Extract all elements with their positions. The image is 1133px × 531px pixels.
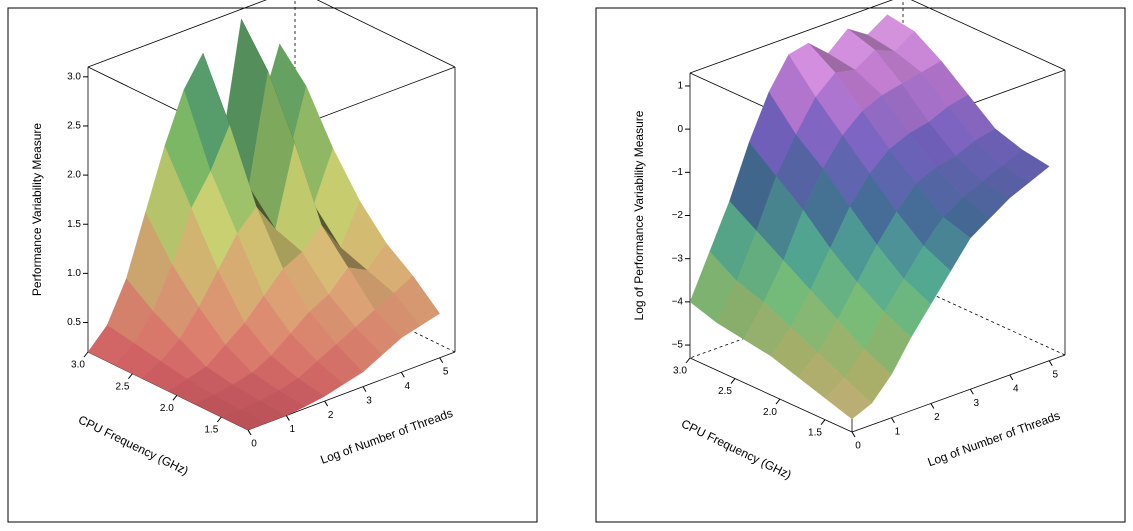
y-tick: [128, 373, 133, 379]
x-tick: [1009, 374, 1014, 381]
x-tick: [930, 403, 935, 409]
z-tick-label: 2.5: [67, 121, 81, 132]
z-tick-label: −2: [672, 210, 684, 221]
y-tick-label: 1.5: [808, 427, 822, 438]
x-tick: [400, 371, 405, 378]
x-axis-title: Log of Number of Threads: [926, 408, 1062, 469]
x-tick-label: 3: [974, 398, 980, 409]
y-tick-label: 2.5: [718, 386, 732, 397]
box-edge: [689, 0, 894, 74]
y-tick: [216, 416, 222, 423]
x-tick: [969, 388, 974, 395]
z-tick-label: −5: [672, 340, 684, 351]
y-tick-label: 2.0: [160, 403, 174, 414]
z-tick-label: 0: [677, 124, 683, 135]
y-tick-label: 2.5: [115, 381, 129, 392]
z-axis-title: Performance Variability Measure: [30, 123, 44, 297]
y-tick: [730, 378, 736, 384]
x-tick-label: 5: [1052, 369, 1058, 380]
y-axis-title: CPU Frequency (GHz): [76, 413, 191, 478]
x-tick-label: 2: [328, 410, 334, 421]
z-tick-label: 1.5: [67, 219, 81, 230]
box-edge: [910, 0, 1066, 71]
y-tick: [172, 395, 178, 401]
z-tick-label: −1: [672, 167, 684, 178]
y-tick-label: 3.0: [71, 360, 85, 371]
x-tick-label: 1: [290, 424, 296, 435]
y-tick: [775, 398, 781, 405]
x-tick-label: 1: [895, 426, 901, 437]
x-tick-label: 0: [251, 439, 257, 450]
x-tick: [285, 415, 290, 421]
x-axis-title: Log of Number of Threads: [318, 406, 454, 467]
x-tick: [851, 431, 856, 438]
z-tick-label: 2.0: [67, 170, 81, 181]
x-tick: [247, 429, 252, 436]
x-tick-label: 5: [443, 366, 449, 377]
y-tick-label: 2.0: [763, 407, 777, 418]
z-tick-label: −4: [672, 297, 684, 308]
y-tick-label: 3.0: [673, 366, 687, 377]
x-tick-label: 2: [934, 412, 940, 423]
box-edge: [851, 354, 1066, 433]
y-tick-label: 1.5: [204, 425, 218, 436]
x-tick-label: 0: [855, 441, 861, 452]
panel-frame: [7, 7, 538, 523]
y-tick: [820, 419, 826, 425]
box-edge: [316, 0, 456, 68]
x-tick: [324, 400, 329, 407]
y-axis-title: CPU Frequency (GHz): [679, 417, 794, 482]
x-tick-label: 4: [405, 381, 411, 392]
box-edge: [87, 0, 267, 68]
x-tick-label: 3: [366, 395, 372, 406]
z-tick-label: 3.0: [67, 71, 81, 82]
x-tick: [362, 386, 367, 392]
x-tick: [439, 357, 444, 364]
z-tick-label: −3: [672, 253, 684, 264]
surface-facet: [220, 409, 268, 431]
panel-frame: [595, 7, 1126, 523]
z-tick-label: 1: [677, 81, 683, 92]
z-tick-label: 0.5: [67, 317, 81, 328]
y-tick: [83, 351, 89, 358]
z-axis-title: Log of Performance Variability Measure: [632, 110, 646, 320]
z-tick-label: 1.0: [67, 268, 81, 279]
x-tick-label: 4: [1013, 384, 1019, 395]
y-tick: [685, 357, 691, 364]
surface-facet: [824, 377, 873, 420]
x-tick: [891, 417, 895, 423]
x-tick: [1048, 360, 1053, 366]
